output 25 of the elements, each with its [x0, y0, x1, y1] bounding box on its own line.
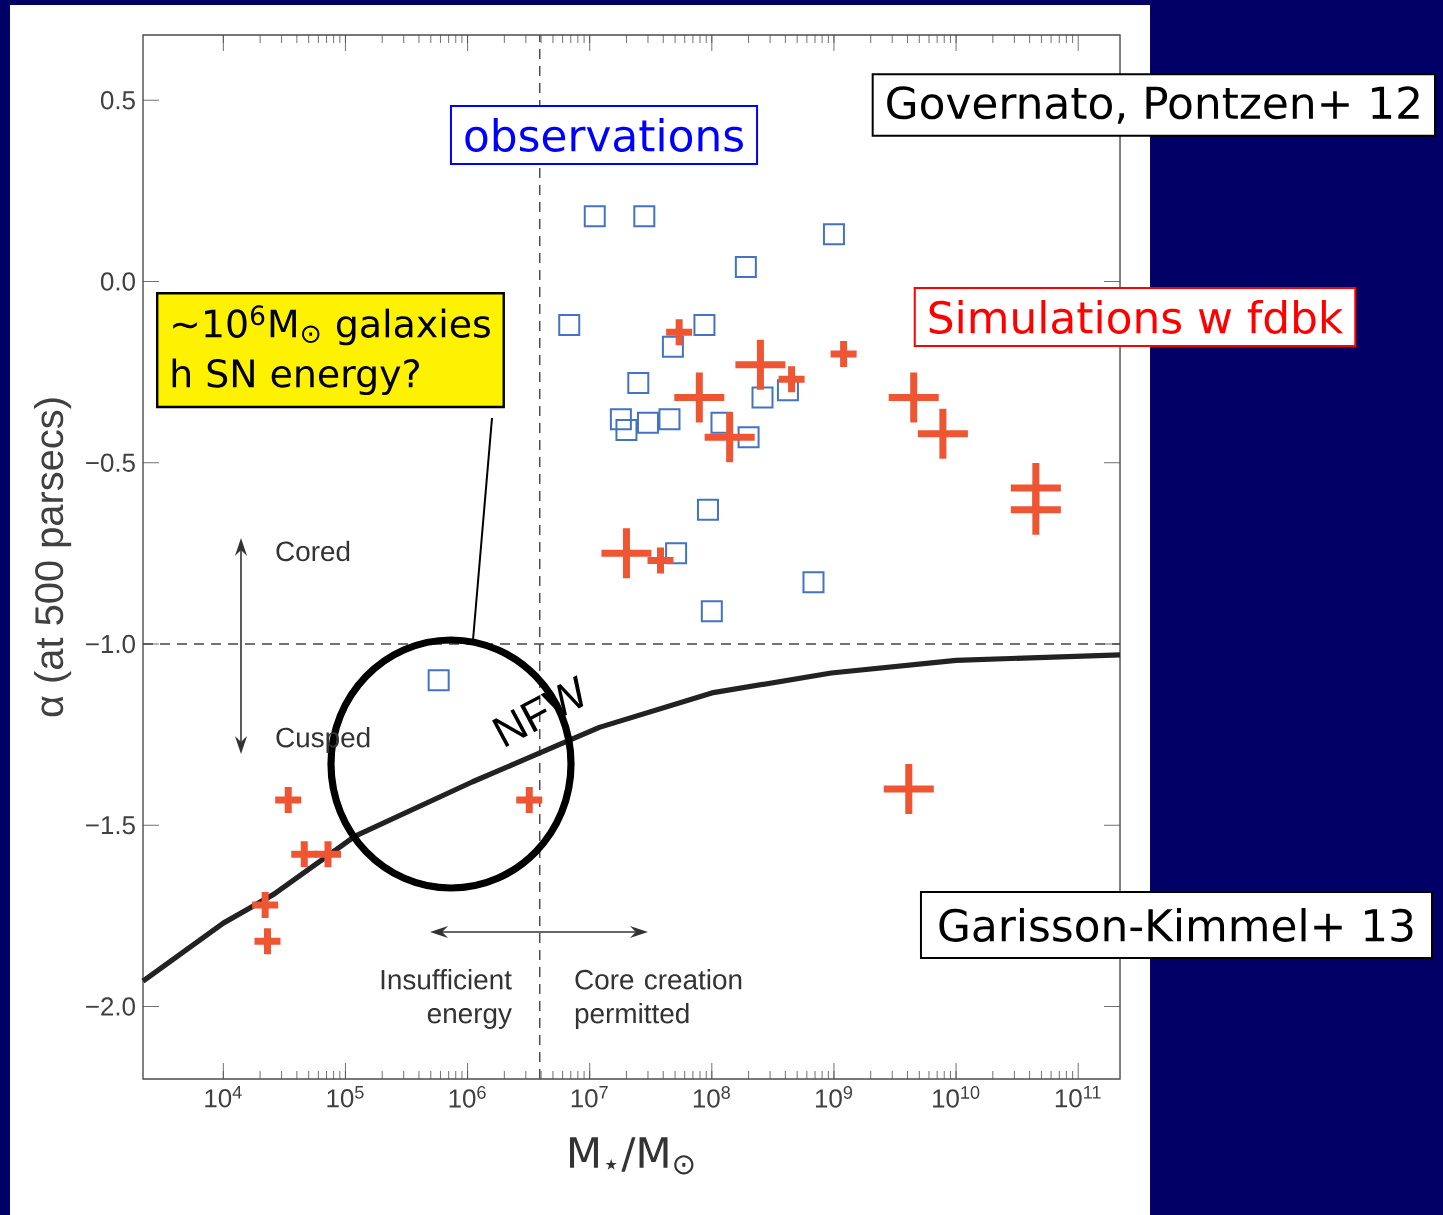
y-axis-title: α (at 500 parsecs)	[34, 398, 72, 717]
annotation: Core creation permitted	[575, 969, 742, 1029]
y-tick-label: −1.5	[86, 816, 135, 835]
x-tick-label: 10$^{10}$	[933, 1086, 980, 1108]
annotation: observations	[465, 118, 743, 152]
annotation: Cored	[276, 540, 350, 562]
y-tick-label: −2.0	[86, 997, 135, 1016]
y-tick-label: −0.5	[86, 453, 135, 472]
annotation: ~10$^{6}$M$_{⊙}$ galaxies	[173, 305, 490, 346]
annotation: h SN energy?	[172, 358, 420, 396]
x-tick-label: 10$^{4}$	[205, 1086, 242, 1108]
x-tick-label: 10$^{8}$	[693, 1086, 730, 1108]
x-tick-label: 10$^{5}$	[327, 1086, 364, 1108]
x-tick-label: 10$^{6}$	[449, 1086, 486, 1108]
annotation: Simulations w fdbk	[929, 300, 1344, 334]
y-tick-label: 0.5	[100, 91, 135, 110]
x-tick-label: 10$^{11}$	[1055, 1086, 1101, 1108]
annotation: Garisson-Kimmel+ 13	[939, 908, 1413, 942]
annotation: Insufficient energy	[381, 969, 512, 1029]
y-tick-label: −1.0	[86, 634, 135, 654]
x-tick-label: 10$^{9}$	[815, 1086, 853, 1108]
y-tick-label: 0.0	[100, 272, 135, 291]
annotation: Governato, Pontzen+ 12	[887, 86, 1419, 124]
x-axis-title: M$_{⋆}$/M$_{⊙}$	[570, 1137, 694, 1175]
x-tick-label: 10$^{7}$	[571, 1086, 608, 1108]
